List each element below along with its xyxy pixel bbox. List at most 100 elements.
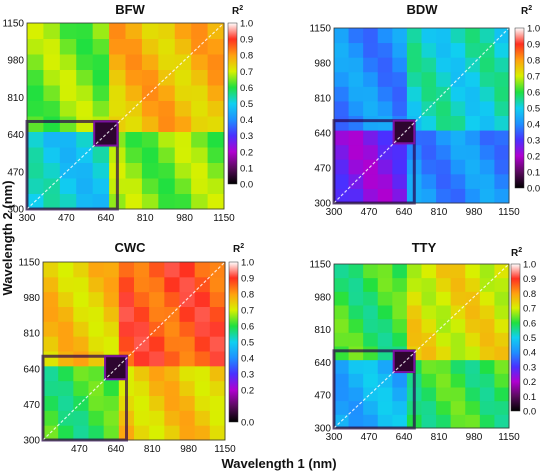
heatmap-cell	[334, 100, 350, 116]
heatmap-cell	[73, 291, 89, 307]
heatmap-cell	[392, 277, 408, 292]
heatmap-cell	[58, 321, 74, 337]
heatmap-cell	[479, 305, 495, 320]
heatmap-cell	[27, 131, 44, 148]
heatmap-cell	[191, 193, 209, 210]
heatmap-cell	[209, 291, 226, 307]
heatmap-cell	[348, 414, 364, 429]
colorbar-tick-label: 0.6	[523, 318, 536, 329]
heatmap-cell	[92, 85, 110, 101]
heatmap-cell	[194, 395, 211, 411]
heatmap-cell	[76, 54, 94, 70]
heatmap-cell	[436, 100, 452, 116]
plot-frame	[333, 263, 510, 429]
heatmap-cell	[392, 100, 408, 116]
heatmap-cell	[334, 291, 350, 306]
heatmap-cell	[118, 262, 135, 278]
heatmap-cell	[158, 147, 176, 163]
heatmap-cell	[421, 305, 437, 320]
heatmap-cell	[450, 173, 466, 189]
heatmap-cell	[103, 262, 120, 278]
heatmap-cell	[43, 69, 61, 86]
heatmap-cell	[158, 85, 176, 101]
heatmap-cell	[450, 373, 466, 388]
heatmap-cell	[363, 305, 379, 320]
heatmap-cell	[109, 85, 126, 101]
heatmap-cell	[450, 264, 466, 279]
heatmap-cell	[479, 115, 495, 131]
heatmap-cell	[76, 147, 94, 163]
heatmap-cell	[141, 38, 159, 55]
heatmap-cell	[194, 351, 211, 367]
heatmap-cell	[27, 85, 44, 101]
colorbar-tick-label: 0.8	[241, 290, 254, 301]
heatmap-cell	[494, 100, 510, 116]
heatmap-cell	[59, 38, 77, 55]
heatmap-cell	[363, 373, 379, 388]
heatmap-cell	[363, 359, 379, 374]
heatmap-cell	[334, 346, 350, 361]
heatmap-cell	[450, 86, 466, 102]
heatmap-cell	[436, 332, 452, 347]
heatmap-cell	[348, 71, 364, 87]
heatmap-cell	[149, 306, 165, 322]
heatmap-cell	[377, 173, 393, 189]
heatmap-cell	[209, 380, 226, 396]
heatmap-cell	[479, 173, 495, 189]
colorbar-tick-label: 0.6	[241, 322, 254, 333]
colorbar-tick-label: 0.2	[241, 386, 254, 397]
heatmap-cell	[27, 100, 44, 117]
heatmap-cell	[334, 305, 350, 320]
heatmap-cell	[479, 332, 495, 347]
heatmap-cell	[494, 144, 510, 160]
heatmap-cell	[125, 69, 143, 86]
heatmap-cell	[465, 100, 481, 116]
heatmap-cell	[164, 351, 180, 367]
heatmap-cell	[421, 100, 437, 116]
heatmap-cell	[465, 115, 481, 131]
heatmap-cell	[158, 116, 176, 132]
heatmap-cell	[479, 100, 495, 116]
heatmap-cell	[174, 69, 192, 86]
heatmap-cell	[348, 318, 364, 333]
heatmap-cell	[494, 318, 510, 333]
heatmap-cell	[494, 277, 510, 292]
heatmap-cell	[158, 162, 176, 179]
colorbar	[514, 27, 525, 189]
heatmap-cell	[164, 380, 180, 396]
heatmap-cell	[58, 276, 74, 293]
heatmap-cell	[406, 277, 422, 292]
heatmap-cell	[209, 351, 226, 367]
heatmap-cell	[58, 336, 74, 352]
heatmap-cell	[348, 305, 364, 320]
heatmap-cell	[59, 116, 77, 132]
heatmap-cell	[450, 115, 466, 131]
heatmap-cell	[465, 264, 481, 279]
heatmap-cell	[494, 159, 510, 175]
heatmap-cell	[377, 57, 393, 73]
heatmap-cell	[450, 28, 466, 44]
heatmap-cell	[377, 400, 393, 415]
diagonal-line	[26, 22, 225, 210]
heatmap-cell	[392, 28, 408, 44]
heatmap-cell	[465, 71, 481, 87]
heatmap-cell	[450, 414, 466, 429]
heatmap-cell	[436, 28, 452, 44]
heatmap-cell	[209, 262, 226, 278]
heatmap-cell	[450, 100, 466, 116]
heatmap-cell	[450, 332, 466, 347]
y-tick-label: 300	[314, 199, 331, 210]
heatmap-cell	[450, 57, 466, 73]
heatmap-cell	[377, 28, 393, 44]
heatmap-cell	[88, 395, 105, 411]
heatmap-cell	[191, 162, 209, 179]
heatmap-cell	[158, 54, 176, 70]
colorbar-tick-label: 0.3	[527, 136, 540, 147]
heatmap-cell	[494, 42, 510, 58]
heatmap-cell	[125, 54, 143, 70]
heatmap-cell	[363, 400, 379, 415]
heatmap-cell	[88, 276, 105, 293]
colorbar-tick-label: 0.5	[241, 338, 254, 349]
